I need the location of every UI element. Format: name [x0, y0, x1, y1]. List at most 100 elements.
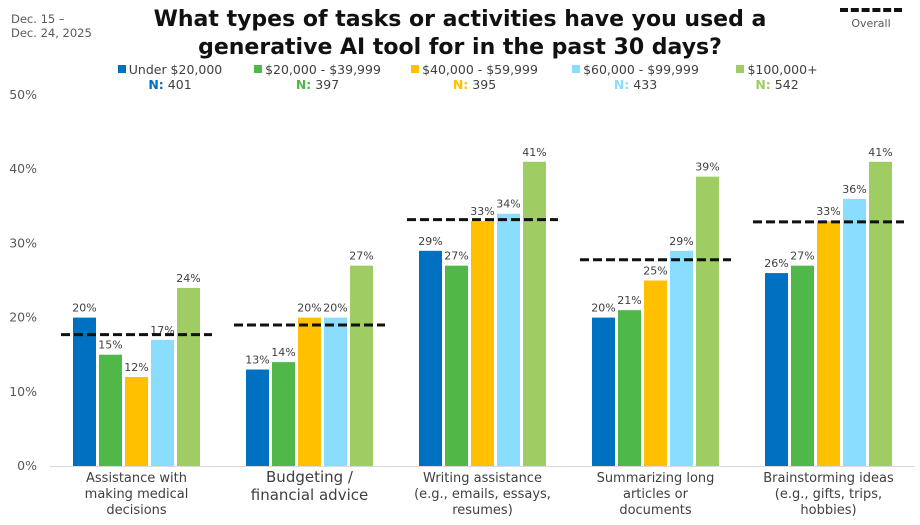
data-label: 21% — [617, 294, 641, 307]
date-range: Dec. 15 – Dec. 24, 2025 — [11, 12, 92, 40]
bar — [497, 213, 520, 466]
legend-n-prefix: N: — [613, 77, 630, 92]
category-label: hobbies) — [800, 503, 856, 518]
legend-n-prefix: N: — [295, 77, 312, 92]
bar — [445, 265, 468, 466]
bar — [696, 176, 719, 466]
bar — [843, 198, 866, 466]
bar — [350, 265, 373, 466]
legend-n-value: 395 — [472, 77, 497, 92]
data-label: 33% — [470, 205, 494, 218]
data-label: 26% — [764, 257, 788, 270]
bar — [125, 376, 148, 466]
category-label: financial advice — [251, 486, 368, 504]
category-label: making medical — [85, 487, 189, 502]
bar — [419, 250, 442, 466]
data-label: 12% — [124, 361, 148, 374]
y-tick-label: 10% — [9, 384, 37, 399]
legend-n-prefix: N: — [755, 77, 771, 92]
overall-dash-swatch — [840, 8, 902, 12]
y-tick-label: 50% — [9, 87, 37, 102]
legend-label: $60,000 - $99,999 — [583, 62, 699, 77]
data-label: 20% — [591, 302, 615, 315]
category-label: decisions — [106, 503, 167, 518]
data-label: 15% — [98, 339, 122, 352]
category-label: (e.g., emails, essays, — [414, 487, 551, 502]
bar — [324, 317, 347, 466]
bar — [618, 310, 641, 466]
category-label: documents — [619, 503, 692, 518]
data-label: 36% — [842, 183, 866, 196]
legend-label: $40,000 - $59,999 — [422, 62, 538, 77]
legend-item-60k-100k: $60,000 - $99,999 N: 433 — [568, 62, 703, 92]
legend-swatch — [572, 65, 581, 73]
bar — [151, 339, 174, 466]
y-tick-label: 40% — [9, 161, 37, 176]
chart-title: What types of tasks or activities have y… — [153, 7, 767, 60]
data-label: 27% — [444, 250, 468, 263]
legend-item-40k-60k: $40,000 - $59,999 N: 395 — [407, 62, 542, 92]
data-label: 33% — [816, 205, 840, 218]
overall-legend-label: Overall — [851, 17, 891, 30]
legend-label: Under $20,000 — [128, 62, 223, 77]
data-label: 24% — [176, 272, 200, 285]
legend-n-prefix: N: — [452, 77, 469, 92]
category-label: resumes) — [452, 503, 513, 518]
data-label: 39% — [695, 161, 719, 174]
y-tick-label: 0% — [17, 458, 37, 473]
bar — [272, 362, 295, 466]
data-label: 41% — [868, 146, 892, 159]
bar — [99, 354, 122, 466]
legend-item-under-20k: Under $20,000 N: 401 — [110, 62, 230, 92]
category-label: Brainstorming ideas — [763, 471, 894, 486]
legend-label: $100,000+ — [747, 62, 818, 77]
data-label: 34% — [496, 198, 520, 211]
category-label: Budgeting / — [266, 468, 354, 486]
legend-item-100k-plus: $100,000+ N: 542 — [727, 62, 827, 92]
data-label: 29% — [669, 235, 693, 248]
bar — [791, 265, 814, 466]
y-tick-label: 20% — [9, 310, 37, 325]
legend-n-value: 433 — [633, 77, 658, 92]
category-label: Summarizing long — [597, 471, 715, 486]
data-label: 25% — [643, 265, 667, 278]
legend-swatch — [411, 65, 420, 73]
bar — [817, 221, 840, 466]
legend-n-value: 542 — [774, 77, 799, 92]
bar — [592, 317, 615, 466]
legend: Under $20,000 N: 401 $20,000 - $39,999 N… — [0, 62, 920, 94]
data-label: 27% — [790, 250, 814, 263]
data-label: 20% — [297, 302, 321, 315]
data-label: 20% — [72, 302, 96, 315]
legend-label: $20,000 - $39,999 — [265, 62, 381, 77]
bar — [298, 317, 321, 466]
data-label: 29% — [418, 235, 442, 248]
bar — [644, 280, 667, 466]
legend-n-value: 397 — [315, 77, 340, 92]
overall-legend: Overall — [836, 8, 906, 30]
bar — [73, 317, 96, 466]
bar — [523, 161, 546, 466]
bar — [670, 250, 693, 466]
data-label: 27% — [349, 250, 373, 263]
bar — [765, 273, 788, 466]
data-label: 14% — [271, 346, 295, 359]
bar — [246, 369, 269, 466]
category-label: (e.g., gifts, trips, — [775, 487, 882, 502]
bar — [471, 221, 494, 466]
category-label: Assistance with — [86, 471, 187, 486]
data-label: 41% — [522, 146, 546, 159]
category-label: articles or — [623, 487, 689, 502]
legend-swatch — [736, 65, 745, 73]
legend-item-20k-40k: $20,000 - $39,999 N: 397 — [250, 62, 385, 92]
category-label: Writing assistance — [423, 471, 542, 486]
y-tick-label: 30% — [9, 235, 37, 250]
legend-n-value: 401 — [167, 77, 192, 92]
legend-n-prefix: N: — [148, 77, 164, 92]
data-label: 20% — [323, 302, 347, 315]
bar — [869, 161, 892, 466]
bar — [177, 287, 200, 466]
legend-swatch — [254, 65, 263, 73]
legend-swatch — [117, 65, 126, 73]
